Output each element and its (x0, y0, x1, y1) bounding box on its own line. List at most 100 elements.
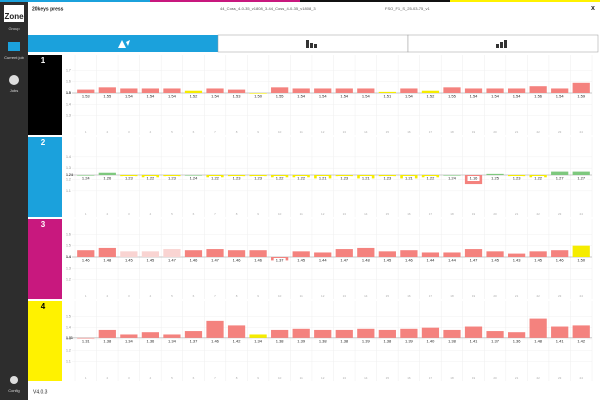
zone-number: 21 (515, 376, 519, 380)
y-tick-label: 1.1 (66, 189, 71, 193)
zone-number: 3 (128, 376, 130, 380)
value-label-bg (424, 94, 437, 99)
config-icon[interactable] (10, 376, 18, 384)
config-label[interactable]: Config (8, 388, 20, 393)
value-label: 1.54 (340, 94, 349, 99)
value-label-bg (101, 94, 114, 99)
zone-number: 23 (558, 294, 562, 298)
zone-number: 11 (300, 212, 303, 216)
zone-bar (206, 249, 224, 257)
value-label: 1.47 (168, 258, 177, 263)
zone-bar (421, 90, 440, 93)
y-tick-label: 1.4 (66, 155, 71, 159)
value-label: 1.44 (319, 258, 328, 263)
value-label-bg (489, 338, 502, 344)
zone-number: 3 (128, 212, 130, 216)
zone-bar (141, 332, 160, 338)
value-label-bg (230, 338, 243, 344)
zone-bar (163, 88, 181, 93)
zone-bar (572, 245, 590, 257)
zone-number: 19 (472, 376, 476, 380)
zone-number: 4 (150, 294, 152, 298)
zone-number: 5 (171, 294, 173, 298)
zone-number: 7 (214, 130, 216, 134)
current-job-icon[interactable] (8, 42, 20, 51)
zone-number: 9 (257, 294, 259, 298)
zone-bar (227, 175, 246, 177)
value-label-bg (467, 338, 480, 344)
value-label: 1.52 (427, 94, 436, 99)
value-label: 1.51 (383, 94, 392, 99)
y-tick-label: 1.3 (66, 337, 71, 341)
zone-number: 11 (300, 376, 303, 380)
zone-bar (163, 175, 181, 177)
value-label-bg (79, 258, 92, 263)
value-label-bg (101, 258, 114, 263)
zone-number: 23 (558, 212, 562, 216)
zone-bar (421, 327, 440, 338)
zone-number: 4 (150, 212, 152, 216)
zone-bar (271, 87, 289, 93)
value-label-bg (532, 94, 545, 99)
zone-number: 5 (171, 376, 173, 380)
zone-bar (98, 247, 116, 257)
target-label: 1.31 (66, 336, 73, 340)
value-label: 1.46 (190, 258, 199, 263)
zone-bar (335, 249, 353, 257)
zone-bar (141, 251, 160, 257)
value-label-bg (316, 94, 329, 99)
value-label-bg (101, 338, 114, 344)
zone-number: 23 (558, 130, 562, 134)
zone-number: 15 (386, 212, 390, 216)
value-label-bg (575, 258, 588, 263)
zone-number: 6 (193, 130, 195, 134)
zone-bar (357, 247, 375, 257)
zone-bar (357, 88, 375, 93)
zone-bar (227, 250, 246, 257)
zone-number: 16 (407, 294, 411, 298)
value-label: 1.21 (362, 176, 371, 181)
current-job-label[interactable]: Current job (4, 55, 25, 60)
zone-bar (400, 328, 418, 338)
value-label-bg (445, 258, 458, 263)
y-tick-label: 1.3 (66, 266, 71, 270)
value-label: 1.50 (577, 258, 586, 263)
value-label-bg (230, 258, 243, 263)
zone-number: 18 (450, 376, 454, 380)
value-label-bg (553, 94, 566, 99)
zone-number: 17 (429, 294, 433, 298)
value-label: 1.42 (577, 339, 586, 344)
zone-number: 20 (493, 294, 497, 298)
zone-number: 7 (214, 294, 216, 298)
zone-number: 10 (278, 212, 282, 216)
zone-number: 12 (321, 294, 325, 298)
zone-number: 24 (580, 130, 584, 134)
jobs-label[interactable]: Jobs (10, 88, 18, 93)
y-tick-label: 1.7 (66, 68, 71, 72)
zone-bar (249, 250, 267, 257)
file-2: FSO_F1_S_25-03-75_v1 (385, 6, 430, 11)
zone-number: 22 (536, 212, 540, 216)
close-button[interactable]: x (591, 5, 595, 12)
zone-bar (357, 328, 375, 338)
logo: Zone (4, 12, 24, 21)
value-label: 1.23 (125, 176, 134, 181)
value-label-bg (209, 176, 222, 181)
zone-bar (464, 249, 483, 257)
value-label: 1.38 (383, 339, 392, 344)
zone-number: 16 (407, 130, 411, 134)
zone-number: 12 (321, 130, 325, 134)
zone-bar (184, 90, 203, 93)
zone-bar (314, 88, 332, 93)
ink-block (28, 219, 62, 299)
value-label: 1.46 (233, 258, 242, 263)
value-label: 1.54 (513, 94, 522, 99)
target-label: 1.5 (66, 91, 71, 95)
jobs-icon[interactable] (9, 75, 19, 85)
strip-black (300, 0, 450, 2)
value-label: 1.24 (82, 176, 91, 181)
zone-bar (120, 88, 138, 93)
value-label: 1.22 (427, 176, 436, 181)
zone-number: 21 (515, 294, 519, 298)
value-label: 1.54 (125, 94, 134, 99)
